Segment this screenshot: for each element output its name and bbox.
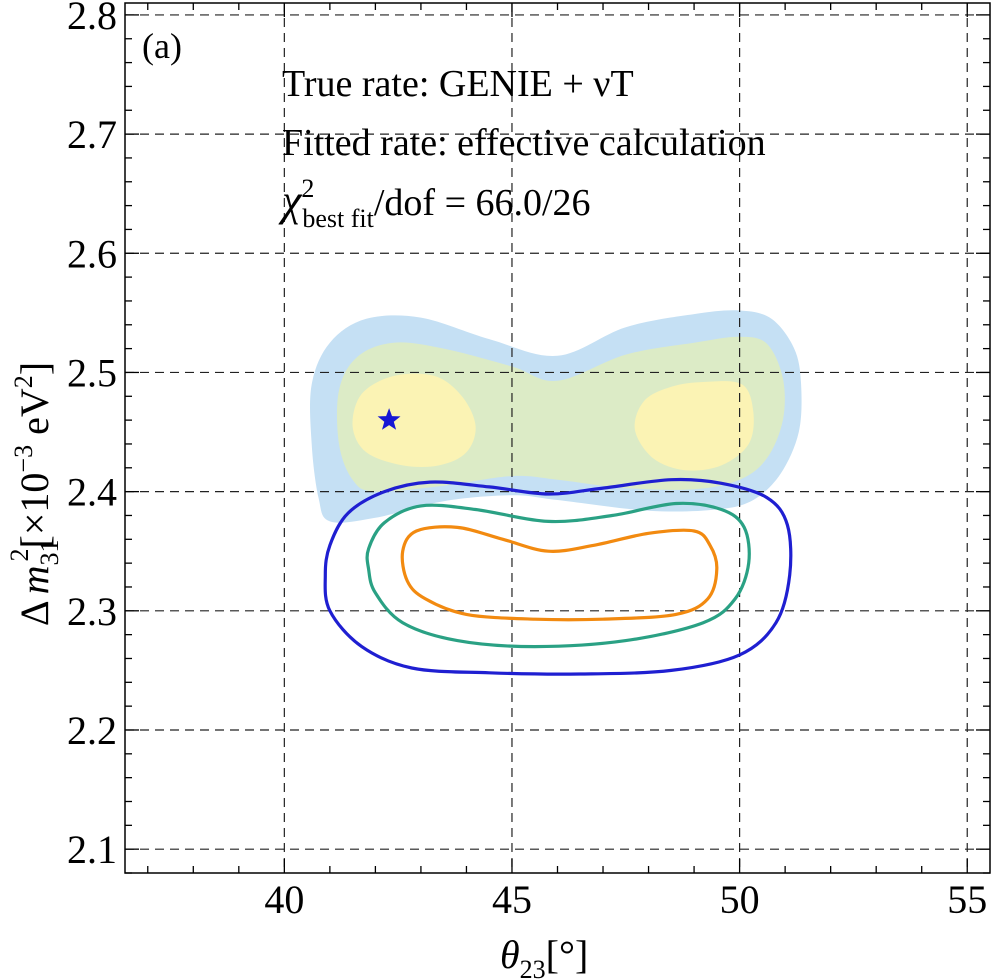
region-fill-inner-left [352, 373, 476, 468]
contour-line-middle [365, 501, 751, 649]
contour-line-inner [400, 525, 719, 622]
contour-lines [323, 477, 793, 676]
y-axis-superscript: 2 [5, 548, 34, 561]
x-axis-subscript: 23 [520, 955, 546, 980]
y-axis-unit: eV [12, 388, 57, 445]
chi2-symbol: χ [278, 176, 303, 225]
grid [125, 3, 990, 873]
contour-line-outer [323, 477, 793, 676]
y-axis-close: ] [12, 362, 57, 375]
y-tick-label-2-1: 2.1 [67, 827, 117, 872]
region-fill-inner-right [634, 381, 754, 471]
x-axis-symbol: θ [500, 932, 520, 977]
y-axis-delta: Δ [12, 600, 57, 626]
x-axis-unit: [°] [546, 932, 589, 977]
y-tick-label-2-7: 2.7 [67, 112, 117, 157]
y-axis-m: m [12, 565, 57, 594]
x-tick-label-45: 45 [492, 877, 532, 922]
chi2-subscript: best fit [302, 204, 374, 233]
y-tick-label-2-3: 2.3 [67, 589, 117, 634]
x-tick-label-55: 55 [947, 877, 987, 922]
annotation-chi2: χ2 best fit/dof = 66.0/26 [278, 174, 591, 233]
y-tick-label-2-8: 2.8 [67, 0, 117, 38]
y-tick-label-2-4: 2.4 [67, 470, 117, 515]
y-axis-title-group: Δm312[×10−3 eV2] [5, 362, 64, 626]
y-tick-label-2-6: 2.6 [67, 231, 117, 276]
annotation-true-rate: True rate: GENIE + νT [282, 63, 634, 105]
panel-label: (a) [142, 26, 182, 66]
chi2-superscript: 2 [301, 174, 314, 203]
confidence-regions [310, 310, 802, 523]
y-axis-title: Δm312[×10−3 eV2] [5, 362, 64, 626]
y-axis-bracket: [×10 [12, 473, 57, 549]
best-fit-star [377, 408, 401, 430]
y-tick-label-2-5: 2.5 [67, 350, 117, 395]
y-axis-exponent: −3 [9, 445, 38, 473]
x-tick-label-40: 40 [264, 877, 304, 922]
x-tick-label-50: 50 [720, 877, 760, 922]
y-axis-subscript: 31 [35, 539, 64, 565]
x-axis-title: θ23[°] [500, 932, 588, 980]
y-tick-label-2-2: 2.2 [67, 708, 117, 753]
axis-ticks [125, 3, 990, 874]
chi2-value: /dof = 66.0/26 [374, 182, 591, 224]
y-axis-unit-superscript: 2 [9, 375, 38, 388]
annotation-fitted-rate: Fitted rate: effective calculation [282, 122, 766, 164]
tick-labels: 40 45 50 55 2.1 2.2 2.3 2.4 2.5 2.6 2.7 2.8 [67, 0, 987, 922]
best-fit-marker-layer [377, 408, 401, 430]
